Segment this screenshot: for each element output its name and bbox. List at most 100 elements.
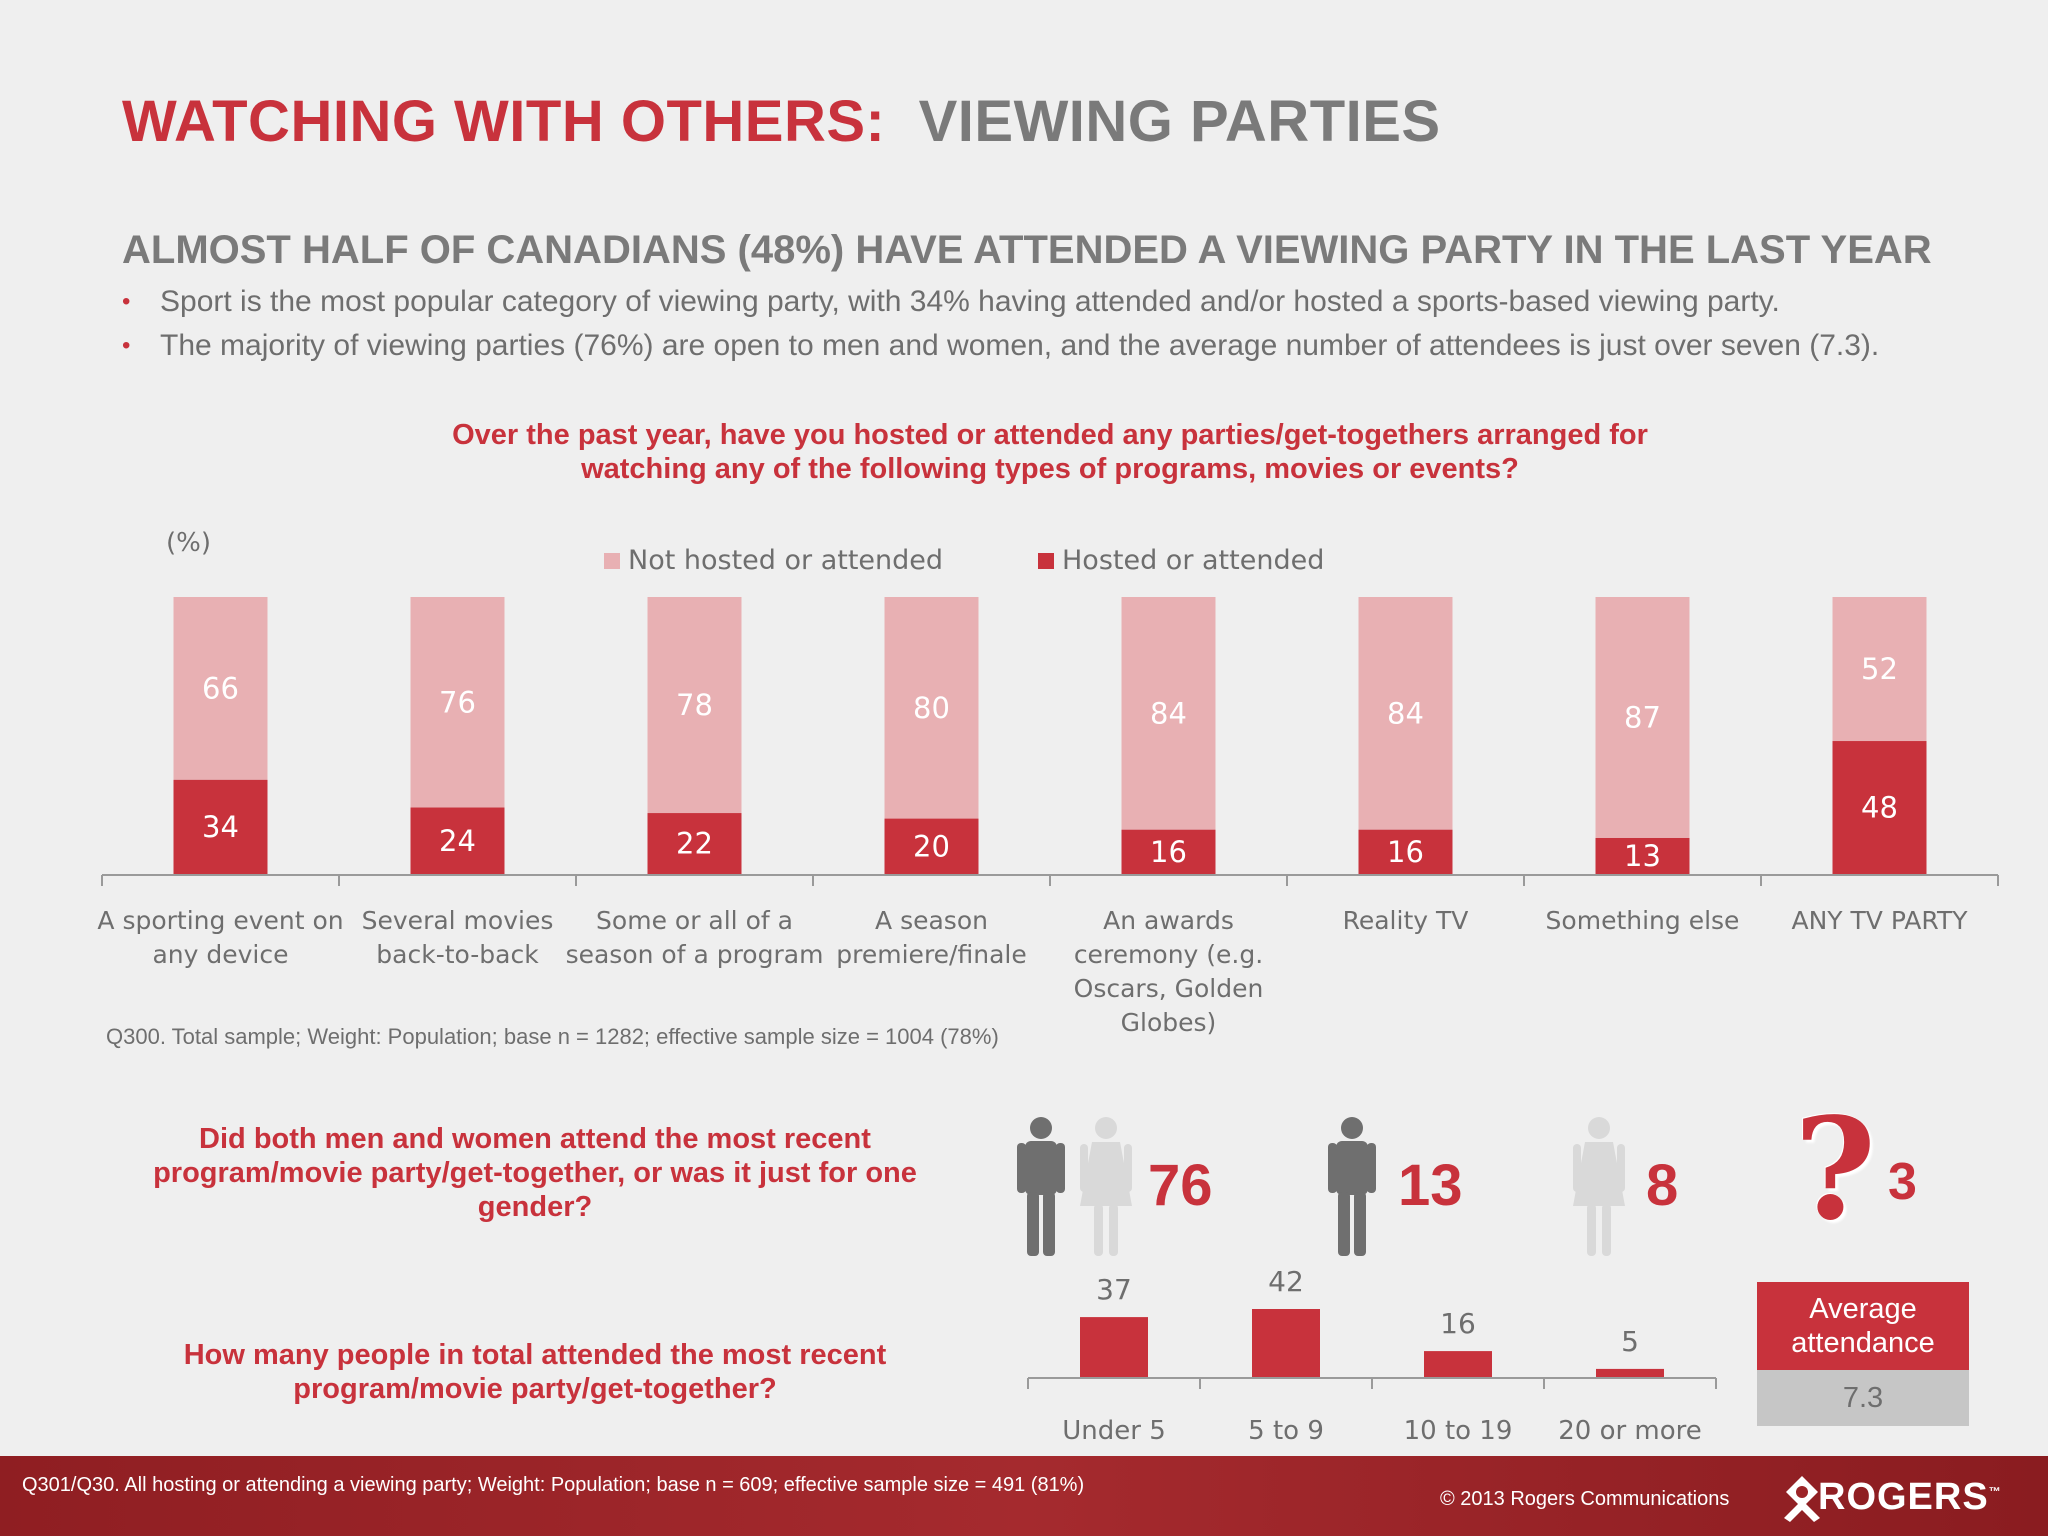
data-label-hosted: 13 — [1624, 839, 1661, 873]
data-label-hosted: 22 — [676, 827, 713, 861]
copyright: © 2013 Rogers Communications — [1440, 1488, 1730, 1510]
bar-not-hosted — [1595, 597, 1690, 838]
category-label: season of a program — [566, 940, 824, 969]
bar-not-hosted — [1832, 597, 1927, 742]
bar-hosted — [410, 807, 505, 874]
bar-not-hosted — [884, 597, 979, 819]
gender-value-women: 8 — [1646, 1153, 1679, 1218]
legend-swatch-not-hosted — [604, 552, 620, 569]
data-label-hosted: 48 — [1861, 791, 1898, 825]
rogers-logo-word: ROGERS — [1818, 1476, 1989, 1518]
attendance-bar — [1596, 1368, 1664, 1377]
data-label-not-hosted: 52 — [1861, 652, 1898, 686]
bar-hosted — [173, 779, 268, 874]
woman-icon — [1080, 1117, 1132, 1256]
rogers-logo-icon — [1784, 1476, 1820, 1522]
bar-not-hosted — [1121, 597, 1216, 830]
bar-hosted — [1121, 829, 1216, 874]
bullet-list: • Sport is the most popular category of v… — [122, 280, 1879, 368]
legend-label: Hosted or attended — [1062, 545, 1325, 576]
data-label-hosted: 20 — [913, 829, 950, 863]
footer-note: Q301/Q30. All hosting or attending a vie… — [22, 1474, 1085, 1496]
bar-hosted — [1595, 837, 1690, 874]
category-label: A sporting event on — [97, 906, 343, 935]
page-title: WATCHING WITH OTHERS: VIEWING PARTIES — [122, 88, 1441, 155]
attendance-category-label: 10 to 19 — [1404, 1416, 1513, 1440]
bar-not-hosted — [647, 597, 742, 814]
attendance-category-label: 20 or more — [1558, 1416, 1702, 1440]
attendance-bar — [1424, 1351, 1492, 1377]
gender-value-men: 13 — [1398, 1153, 1463, 1218]
data-label-not-hosted: 78 — [676, 688, 713, 722]
gender-value-both: 76 — [1148, 1153, 1213, 1218]
legend-label: Not hosted or attended — [628, 545, 944, 576]
category-label: ANY TV PARTY — [1791, 906, 1968, 935]
bullet-glyph: • — [122, 332, 131, 359]
data-label-hosted: 34 — [202, 810, 239, 844]
legend-item-hosted: Hosted or attended — [1038, 545, 1324, 576]
bullet-item: • Sport is the most popular category of v… — [122, 280, 1879, 324]
woman-icon — [1573, 1117, 1625, 1256]
attendance-category-label: Under 5 — [1062, 1416, 1166, 1440]
bar-hosted — [1832, 741, 1927, 874]
stacked-bar-chart: 66 34 A sporting event on any device 76 24 Sev… — [97, 597, 1999, 1037]
percent-unit-label: (%) — [166, 528, 211, 558]
bar-hosted — [884, 818, 979, 874]
man-and-woman-icon — [1017, 1117, 1065, 1256]
data-label-not-hosted: 76 — [439, 685, 476, 719]
attendance-value-label: 5 — [1621, 1325, 1639, 1358]
bar-hosted — [647, 813, 742, 874]
chart-note: Q300. Total sample; Weight: Population; … — [106, 1024, 999, 1049]
category-label: Globes) — [1121, 1008, 1217, 1037]
average-attendance-value: 7.3 — [1757, 1370, 1969, 1426]
bullet-text: The majority of viewing parties (76%) ar… — [160, 329, 1880, 362]
page-title-red: WATCHING WITH OTHERS: — [122, 89, 886, 154]
bar-not-hosted — [1358, 597, 1453, 830]
bar-not-hosted — [410, 597, 505, 808]
trademark-symbol: ™ — [1988, 1484, 2002, 1499]
attendance-value-label: 37 — [1096, 1273, 1132, 1306]
page-title-grey: VIEWING PARTIES — [918, 89, 1441, 154]
bullet-glyph: • — [122, 288, 131, 315]
data-label-hosted: 16 — [1387, 835, 1424, 869]
data-label-not-hosted: 84 — [1387, 696, 1424, 730]
attendance-value-label: 42 — [1268, 1265, 1304, 1298]
data-label-not-hosted: 80 — [913, 691, 950, 725]
category-label: An awards — [1103, 906, 1234, 935]
category-label: Reality TV — [1343, 906, 1469, 935]
bar-hosted — [1358, 829, 1453, 874]
category-label: Something else — [1546, 906, 1740, 935]
category-label: premiere/finale — [836, 940, 1026, 969]
category-label: back-to-back — [376, 940, 539, 969]
rogers-logo-text: ROGERS™ — [1818, 1476, 2002, 1519]
footer-bar — [0, 1456, 2048, 1536]
average-attendance-label: Average attendance — [1757, 1282, 1969, 1370]
data-label-hosted: 24 — [439, 824, 476, 858]
category-label: Some or all of a — [596, 906, 793, 935]
attendance-bar — [1080, 1317, 1148, 1377]
attendance-bar-chart: 37 Under 5 42 5 to 9 16 10 to 19 5 20 or more — [1027, 1265, 1717, 1440]
attendance-category-label: 5 to 9 — [1248, 1416, 1324, 1440]
category-label: A season — [875, 906, 988, 935]
bullet-text: Sport is the most popular category of vi… — [160, 285, 1780, 318]
category-label: Several movies — [362, 906, 554, 935]
headline: ALMOST HALF OF CANADIANS (48%) HAVE ATTE… — [122, 228, 1932, 272]
chart-question: Over the past year, have you hosted or a… — [452, 419, 1648, 485]
gender-value-unknown: 3 — [1888, 1153, 1917, 1211]
question-mark-icon: ? — [1794, 1088, 1877, 1252]
man-icon — [1328, 1117, 1376, 1256]
attendance-bar — [1252, 1309, 1320, 1377]
data-label-hosted: 16 — [1150, 835, 1187, 869]
data-label-not-hosted: 87 — [1624, 700, 1661, 734]
bar-not-hosted — [173, 597, 268, 780]
attendance-value-label: 16 — [1440, 1307, 1476, 1340]
legend-swatch-hosted — [1038, 552, 1054, 569]
bullet-item: • The majority of viewing parties (76%) a… — [122, 324, 1879, 368]
category-label: Oscars, Golden — [1074, 974, 1264, 1003]
attendance-question: How many people in total attended the mo… — [183, 1339, 887, 1405]
legend-item-not-hosted: Not hosted or attended — [604, 545, 943, 576]
category-label: any device — [152, 940, 288, 969]
gender-question: Did both men and women attend the most r… — [153, 1123, 917, 1223]
data-label-not-hosted: 66 — [202, 671, 239, 705]
data-label-not-hosted: 84 — [1150, 696, 1187, 730]
